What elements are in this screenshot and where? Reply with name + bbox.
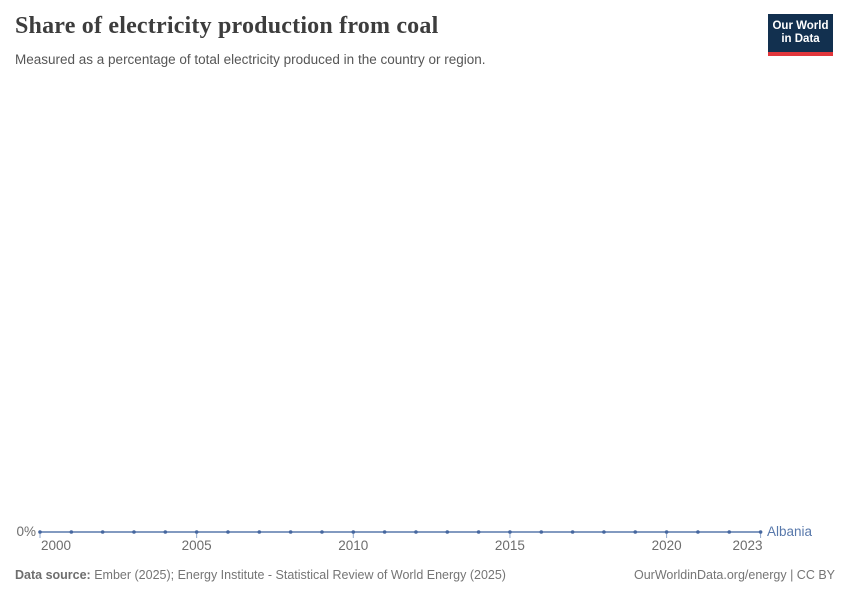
x-tick-label: 2005 <box>181 538 212 553</box>
data-point-2009 <box>320 530 324 534</box>
owid-logo-line1: Our World <box>772 20 829 32</box>
data-point-2001 <box>69 530 74 534</box>
data-point-2021 <box>696 530 700 534</box>
data-point-2010 <box>351 530 356 534</box>
data-point-2019 <box>633 530 638 534</box>
data-point-2004 <box>163 530 168 534</box>
x-tick-label: 2015 <box>494 538 525 553</box>
data-source-note: Data source: Ember (2025); Energy Instit… <box>15 568 506 582</box>
data-point-2011 <box>382 530 387 534</box>
data-point-2003 <box>132 530 136 534</box>
data-point-2007 <box>257 530 262 534</box>
data-point-2014 <box>476 530 481 534</box>
data-point-2020 <box>664 530 669 534</box>
x-tick-label: 2000 <box>40 538 72 553</box>
x-tick-label: 2010 <box>338 538 369 553</box>
data-point-2005 <box>194 530 199 534</box>
data-point-2012 <box>414 530 418 534</box>
chart-title: Share of electricity production from coa… <box>15 13 439 39</box>
data-point-2006 <box>226 530 230 534</box>
owid-logo[interactable]: Our World in Data <box>768 14 833 56</box>
owid-license-link[interactable]: OurWorldinData.org/energy | CC BY <box>633 568 835 582</box>
x-tick-label: 2020 <box>651 538 682 553</box>
line-chart-plot[interactable] <box>36 520 776 546</box>
data-point-2000 <box>38 530 42 534</box>
data-point-2017 <box>570 530 575 534</box>
data-point-2002 <box>100 530 105 534</box>
data-point-2016 <box>539 530 544 534</box>
data-point-2023 <box>758 530 763 534</box>
owid-logo-line2: in Data <box>781 33 820 45</box>
data-point-2013 <box>445 530 450 534</box>
data-point-2015 <box>508 530 512 534</box>
data-source-label: Data source: <box>15 568 91 582</box>
data-source-text: Ember (2025); Energy Institute - Statist… <box>94 568 506 582</box>
data-point-2022 <box>727 530 732 534</box>
chart-subtitle: Measured as a percentage of total electr… <box>15 52 486 67</box>
data-point-2018 <box>602 530 606 534</box>
x-axis-labels: 2000 2005 2010 2015 2020 2023 <box>0 538 850 555</box>
data-point-2008 <box>288 530 293 534</box>
x-tick-label: 2023 <box>732 538 763 553</box>
y-axis-zero-label: 0% <box>16 524 36 539</box>
series-label-albania[interactable]: Albania <box>767 524 813 539</box>
